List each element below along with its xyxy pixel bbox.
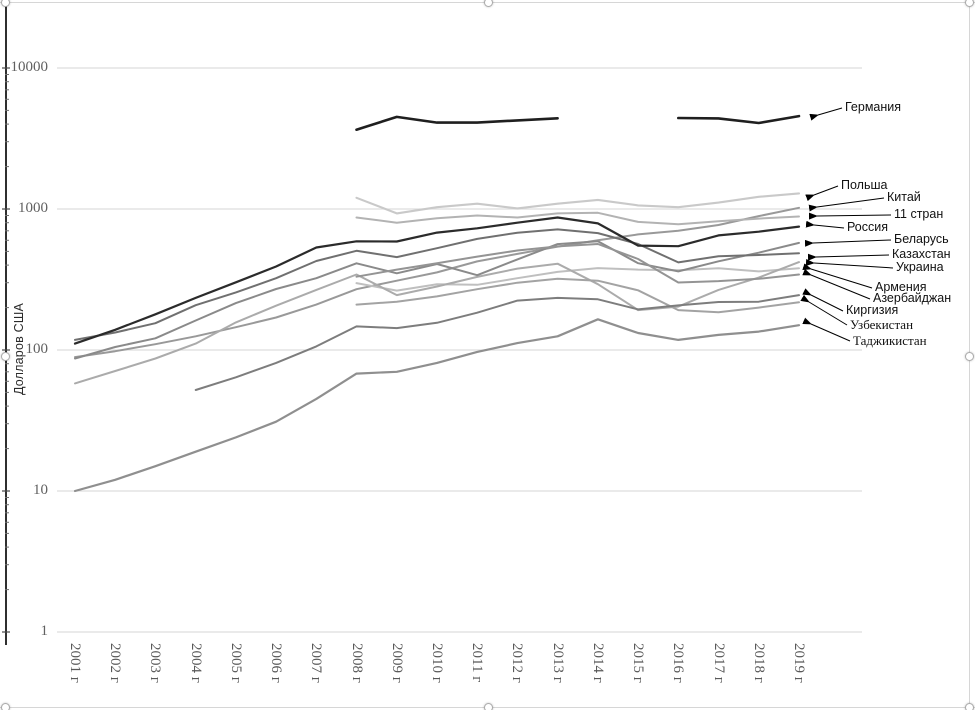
series-label-Россия[interactable]: Россия <box>847 220 888 234</box>
y-tick-label-1: 1 <box>40 623 49 639</box>
series-label-Азербайджан[interactable]: Азербайджан <box>873 291 952 305</box>
series-label-Армения[interactable]: Армения <box>875 280 927 294</box>
callout-arrow-Таджикистан <box>802 317 851 342</box>
x-tick-label-2013: 2013 г <box>549 643 566 683</box>
series-label-Беларусь[interactable]: Беларусь <box>894 232 949 246</box>
series-line-Россия[interactable] <box>73 216 801 345</box>
x-tick-label-2005: 2005 г <box>227 643 244 683</box>
callout-arrow-Азербайджан <box>802 268 871 300</box>
series-line-Киргизия[interactable] <box>194 294 800 391</box>
series-line-Китай[interactable] <box>74 206 800 359</box>
callout-arrow-Германия <box>809 107 843 121</box>
callout-arrow-Россия <box>805 220 845 229</box>
series-label-Украина[interactable]: Украина <box>896 260 944 274</box>
x-tick-label-2010: 2010 г <box>428 643 445 683</box>
series-label-11 стран[interactable]: 11 стран <box>894 207 944 221</box>
x-tick-label-2014: 2014 г <box>589 643 606 683</box>
selection-handle-right-middle[interactable] <box>964 351 974 361</box>
x-tick-label-2017: 2017 г <box>710 643 727 683</box>
series-label-Китай[interactable]: Китай <box>887 190 921 204</box>
series-label-Казахстан[interactable]: Казахстан <box>892 247 951 261</box>
value-axis-line <box>5 0 7 645</box>
x-tick-label-2008: 2008 г <box>348 643 365 683</box>
y-tick-label-1000: 1000 <box>18 200 48 216</box>
y-tick-label-10: 10 <box>33 482 48 498</box>
x-tick-label-2011: 2011 г <box>469 643 486 683</box>
series-label-Киргизия[interactable]: Киргизия <box>846 303 899 317</box>
series-line-Азербайджан[interactable] <box>355 243 800 284</box>
callout-arrow-Китай <box>808 197 885 212</box>
x-tick-label-2002: 2002 г <box>107 643 124 683</box>
callout-arrow-Узбекистан <box>800 294 848 326</box>
x-tick-label-2001: 2001 г <box>67 643 83 683</box>
callout-arrow-Киргизия <box>802 288 844 312</box>
x-tick-label-2015: 2015 г <box>630 643 647 683</box>
selection-handle-left-middle[interactable] <box>0 351 10 361</box>
series-label-Германия[interactable]: Германия <box>845 100 902 114</box>
selection-handle-top-right[interactable] <box>964 0 974 7</box>
x-tick-label-2006: 2006 г <box>268 643 285 683</box>
callout-arrow-Украина <box>805 259 894 269</box>
x-tick-label-2009: 2009 г <box>388 643 405 683</box>
y-tick-label-10000: 10000 <box>10 59 49 75</box>
selection-handle-top-center[interactable] <box>483 0 493 7</box>
callout-arrow-11 стран <box>808 212 892 220</box>
series-line-11 стран[interactable] <box>355 211 800 226</box>
series-line-Польша[interactable] <box>355 192 801 215</box>
selection-handle-bottom-right[interactable] <box>964 702 974 710</box>
series-line-Беларусь[interactable] <box>74 240 800 360</box>
callout-arrow-Армения <box>802 263 873 289</box>
x-tick-label-2019: 2019 г <box>790 643 807 683</box>
series-label-Польша[interactable]: Польша <box>841 178 888 192</box>
series-line-Казахстан[interactable] <box>74 228 800 341</box>
callout-arrow-Казахстан <box>807 253 890 261</box>
callout-arrow-Беларусь <box>804 239 892 247</box>
series-label-Узбекистан[interactable]: Узбекистан <box>850 317 914 332</box>
x-tick-label-2018: 2018 г <box>750 643 767 683</box>
x-tick-label-2007: 2007 г <box>308 643 325 683</box>
series-line-Германия[interactable] <box>355 114 801 131</box>
series-line-Армения[interactable] <box>355 267 800 292</box>
x-tick-label-2012: 2012 г <box>509 643 526 683</box>
selection-handle-bottom-center[interactable] <box>483 702 493 710</box>
x-tick-label-2003: 2003 г <box>147 643 164 683</box>
y-tick-label-100: 100 <box>25 341 49 357</box>
series-line-Украина[interactable] <box>74 261 800 385</box>
selection-handle-bottom-left[interactable] <box>0 702 10 710</box>
x-tick-label-2004: 2004 г <box>187 643 204 683</box>
series-label-Таджикистан[interactable]: Таджикистан <box>853 333 927 348</box>
series-line-Узбекистан[interactable] <box>355 277 800 314</box>
callout-arrow-Польша <box>805 185 839 202</box>
selection-handle-top-left[interactable] <box>0 0 10 7</box>
x-tick-label-2016: 2016 г <box>670 643 687 683</box>
series-line-Таджикистан[interactable] <box>73 318 801 493</box>
